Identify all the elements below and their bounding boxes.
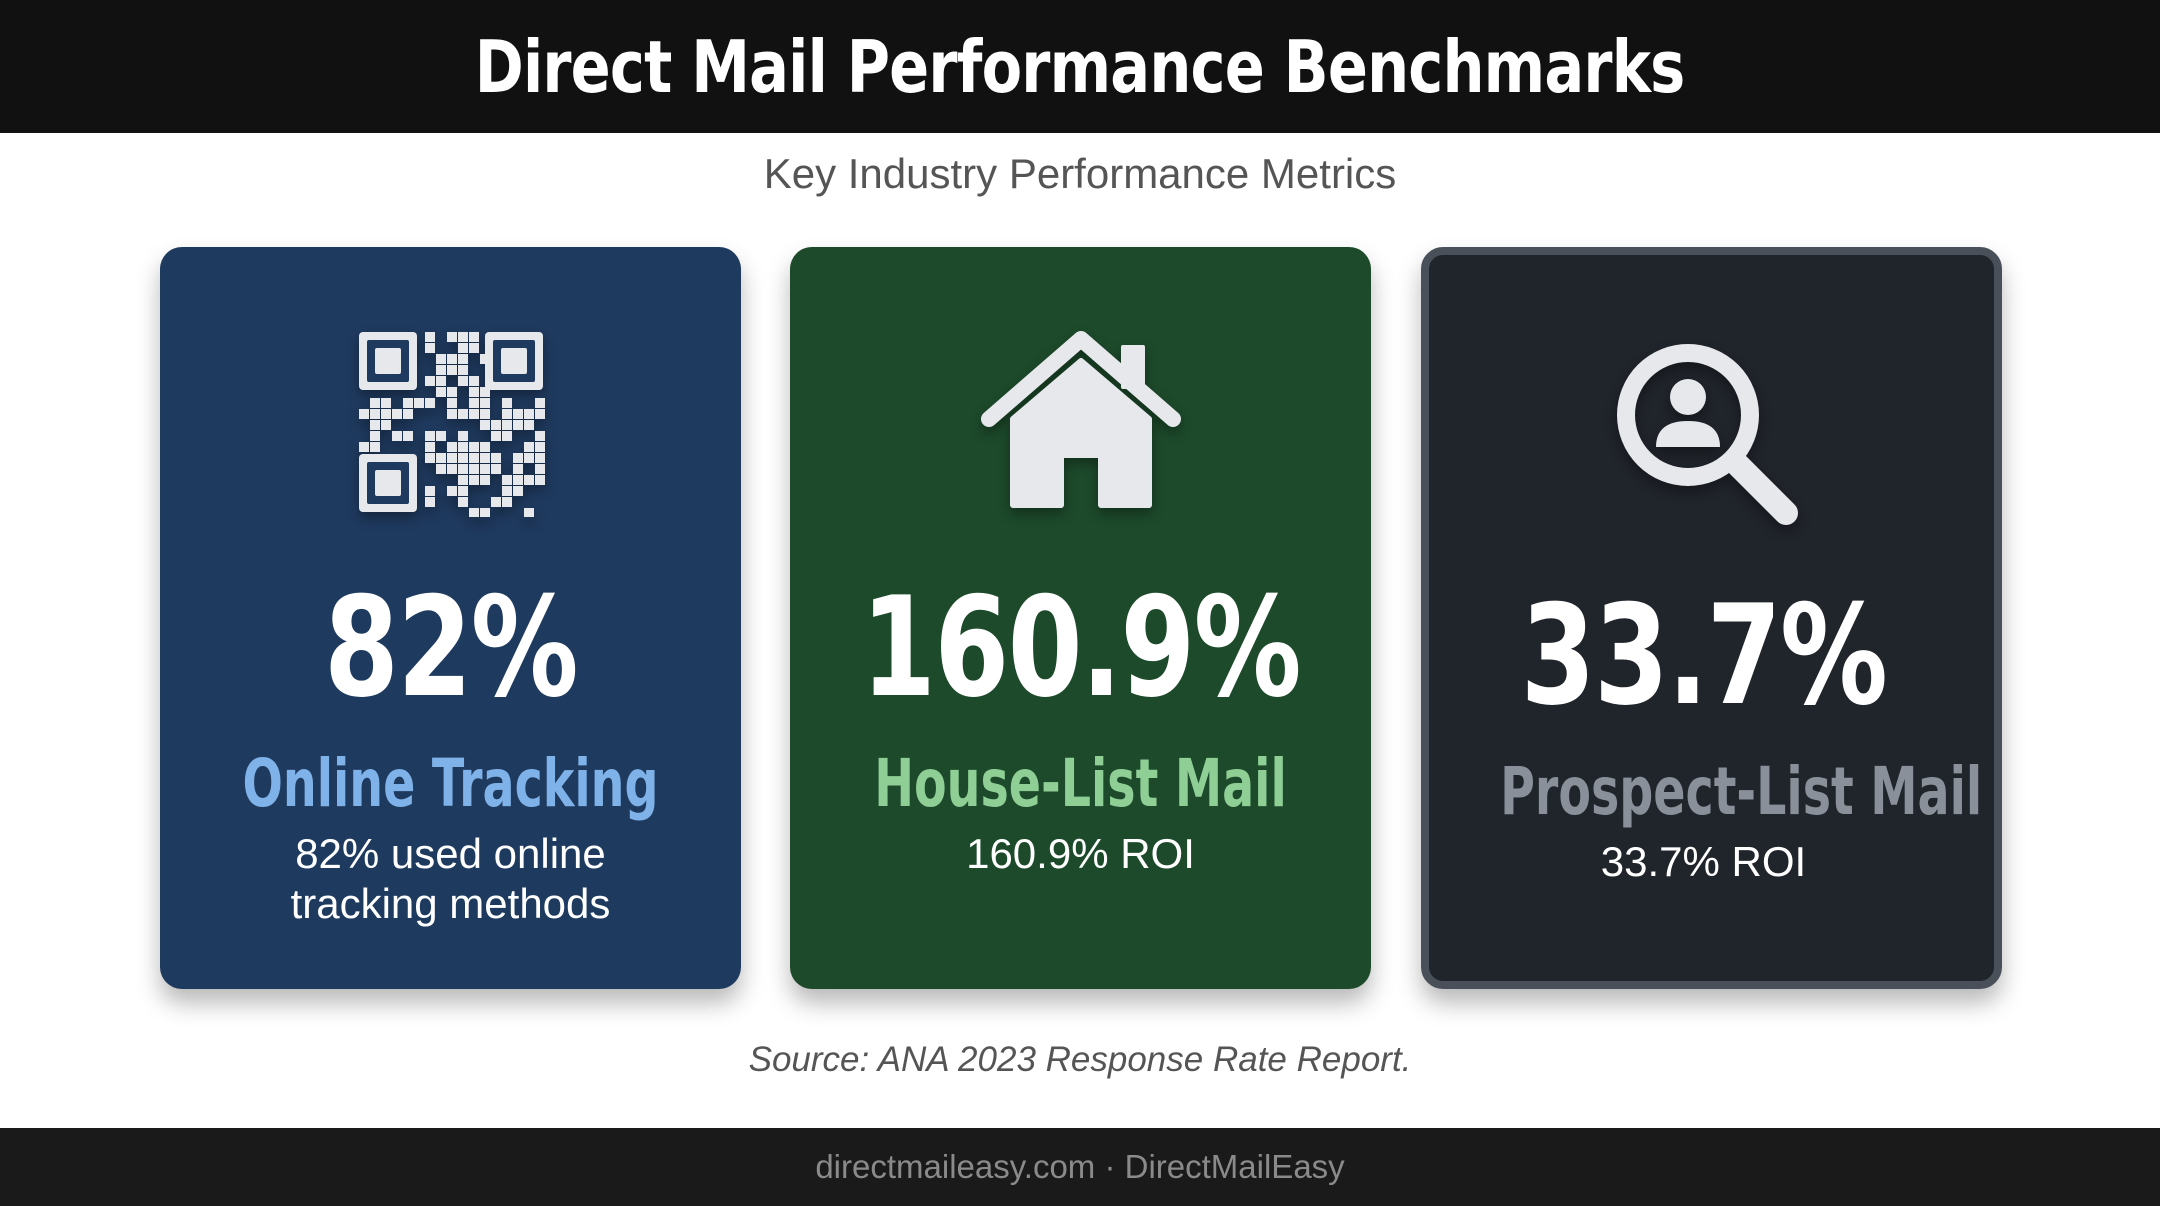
header-bar: Direct Mail Performance Benchmarks bbox=[0, 0, 2160, 133]
footer-text: directmaileasy.com · DirectMailEasy bbox=[815, 1148, 1345, 1185]
metric-card-prospect-list-mail: 33.7% Prospect-List Mail 33.7% ROI bbox=[1421, 247, 2002, 989]
house-icon bbox=[980, 327, 1181, 517]
metric-label: Online Tracking bbox=[242, 745, 659, 822]
metric-description: 82% used online tracking methods bbox=[290, 830, 611, 927]
metric-label: House-List Mail bbox=[874, 745, 1287, 822]
source-citation: Source: ANA 2023 Response Rate Report. bbox=[748, 1040, 1412, 1079]
metric-card-house-list-mail: 160.9% House-List Mail 160.9% ROI bbox=[790, 247, 1371, 989]
page-subtitle: Key Industry Performance Metrics bbox=[763, 150, 1397, 197]
metric-card-online-tracking: 82% Online Tracking 82% used online trac… bbox=[160, 247, 741, 989]
footer-bar: directmaileasy.com · DirectMailEasy bbox=[0, 1128, 2160, 1206]
magnifier-person-icon bbox=[1604, 335, 1804, 525]
page-title: Direct Mail Performance Benchmarks bbox=[475, 24, 1686, 109]
metric-description: 33.7% ROI bbox=[1600, 838, 1807, 885]
metric-value: 160.9% bbox=[861, 567, 1302, 728]
metric-label: Prospect-List Mail bbox=[1500, 753, 1983, 830]
metric-description: 160.9% ROI bbox=[966, 830, 1195, 877]
qr-code-icon bbox=[351, 327, 551, 518]
metric-value: 82% bbox=[324, 567, 579, 728]
metric-value: 33.7% bbox=[1520, 575, 1888, 736]
